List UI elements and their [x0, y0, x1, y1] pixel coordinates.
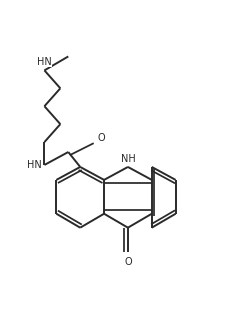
- Text: HN: HN: [37, 58, 52, 67]
- Text: HN: HN: [27, 160, 41, 170]
- Text: NH: NH: [120, 154, 135, 164]
- Text: O: O: [97, 133, 105, 143]
- Text: O: O: [124, 257, 132, 267]
